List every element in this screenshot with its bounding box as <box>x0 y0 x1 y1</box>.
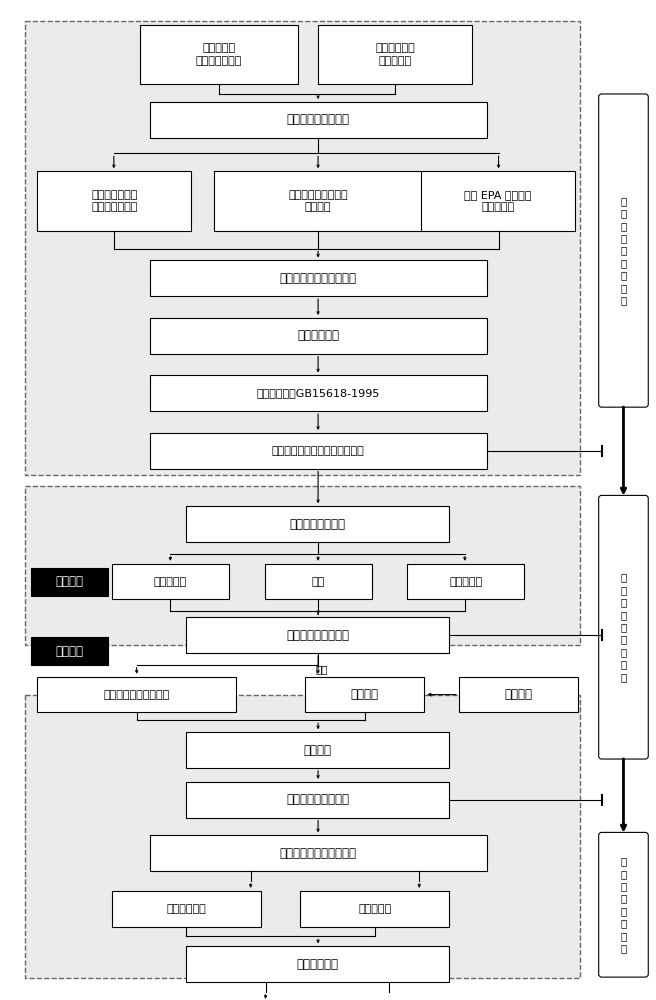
Bar <box>186 782 449 818</box>
Bar <box>214 171 422 231</box>
Text: 中国环境优先控
制污染物黑名单: 中国环境优先控 制污染物黑名单 <box>91 190 138 212</box>
Bar <box>112 564 229 599</box>
Text: 多指标综合评分法: 多指标综合评分法 <box>289 518 346 531</box>
Text: 筛除超标率、检出率低的污染物: 筛除超标率、检出率低的污染物 <box>272 446 365 456</box>
Text: 专家咨询法: 专家咨询法 <box>358 904 391 914</box>
FancyBboxPatch shape <box>599 832 648 977</box>
Text: 建立第二级筛选系统: 建立第二级筛选系统 <box>286 793 349 806</box>
FancyBboxPatch shape <box>599 94 648 407</box>
Text: 评估: 评估 <box>315 664 327 674</box>
Bar <box>150 433 487 469</box>
Text: 二次筛选: 二次筛选 <box>55 645 83 658</box>
Bar <box>150 102 487 138</box>
Text: 调查区环境
控制污染物名录: 调查区环境 控制污染物名录 <box>195 43 242 66</box>
Text: 优
先
污
染
物
的
确
定: 优 先 污 染 物 的 确 定 <box>621 856 626 953</box>
Bar <box>150 260 487 296</box>
Bar <box>300 891 449 927</box>
Text: 区域环境污染
调查与研究: 区域环境污染 调查与研究 <box>375 43 415 66</box>
Text: 建立第一级筛选系统: 建立第一级筛选系统 <box>286 629 349 642</box>
Bar <box>186 506 449 542</box>
Text: 我国潜在化学品优先
控制名单: 我国潜在化学品优先 控制名单 <box>288 190 348 212</box>
Text: 生物累积性: 生物累积性 <box>449 577 482 587</box>
Bar <box>37 677 236 712</box>
Text: 美国 EPA 重点控制
污染物名单: 美国 EPA 重点控制 污染物名单 <box>464 190 532 212</box>
Bar <box>31 637 108 665</box>
FancyBboxPatch shape <box>599 495 648 759</box>
Text: 暴露风险: 暴露风险 <box>304 744 331 757</box>
Text: 环境持久性: 环境持久性 <box>154 577 187 587</box>
Text: 一
级
筛
选
系
统
的
建
立: 一 级 筛 选 系 统 的 建 立 <box>621 196 626 305</box>
Bar <box>264 564 372 599</box>
Text: 健康风险评估: 健康风险评估 <box>297 958 338 971</box>
Bar <box>37 171 191 231</box>
Bar <box>407 564 524 599</box>
Bar <box>186 617 449 653</box>
Bar <box>421 171 575 231</box>
Text: 与标准比较（GB15618-1995: 与标准比较（GB15618-1995 <box>256 388 380 398</box>
Bar <box>305 677 424 712</box>
Bar <box>186 732 449 768</box>
Text: 毒性: 毒性 <box>312 577 325 587</box>
Text: 优先控制污染物筛选: 优先控制污染物筛选 <box>287 113 350 126</box>
Bar <box>24 21 580 475</box>
Text: 筛除不在名录中的污染物: 筛除不在名录中的污染物 <box>279 272 357 285</box>
Text: 现场调研取样: 现场调研取样 <box>297 329 339 342</box>
Text: 暴露特征: 暴露特征 <box>504 688 533 701</box>
Bar <box>459 677 578 712</box>
Bar <box>150 318 487 354</box>
Text: 暴露途径: 暴露途径 <box>351 688 379 701</box>
Text: 评分等级较高的污染物: 评分等级较高的污染物 <box>104 690 170 700</box>
Text: 初步筛选: 初步筛选 <box>55 575 83 588</box>
Bar <box>31 568 108 596</box>
Bar <box>318 25 472 84</box>
Bar <box>150 375 487 411</box>
Bar <box>150 835 487 871</box>
Text: 二
级
筛
选
系
统
的
建
立: 二 级 筛 选 系 统 的 建 立 <box>621 573 626 682</box>
Bar <box>186 946 449 982</box>
Bar <box>140 25 298 84</box>
Text: 单项毒性较高污染物选择: 单项毒性较高污染物选择 <box>279 847 357 860</box>
Bar <box>24 486 580 645</box>
Bar <box>24 695 580 978</box>
Bar <box>112 891 260 927</box>
Text: 人群行为特征: 人群行为特征 <box>167 904 206 914</box>
